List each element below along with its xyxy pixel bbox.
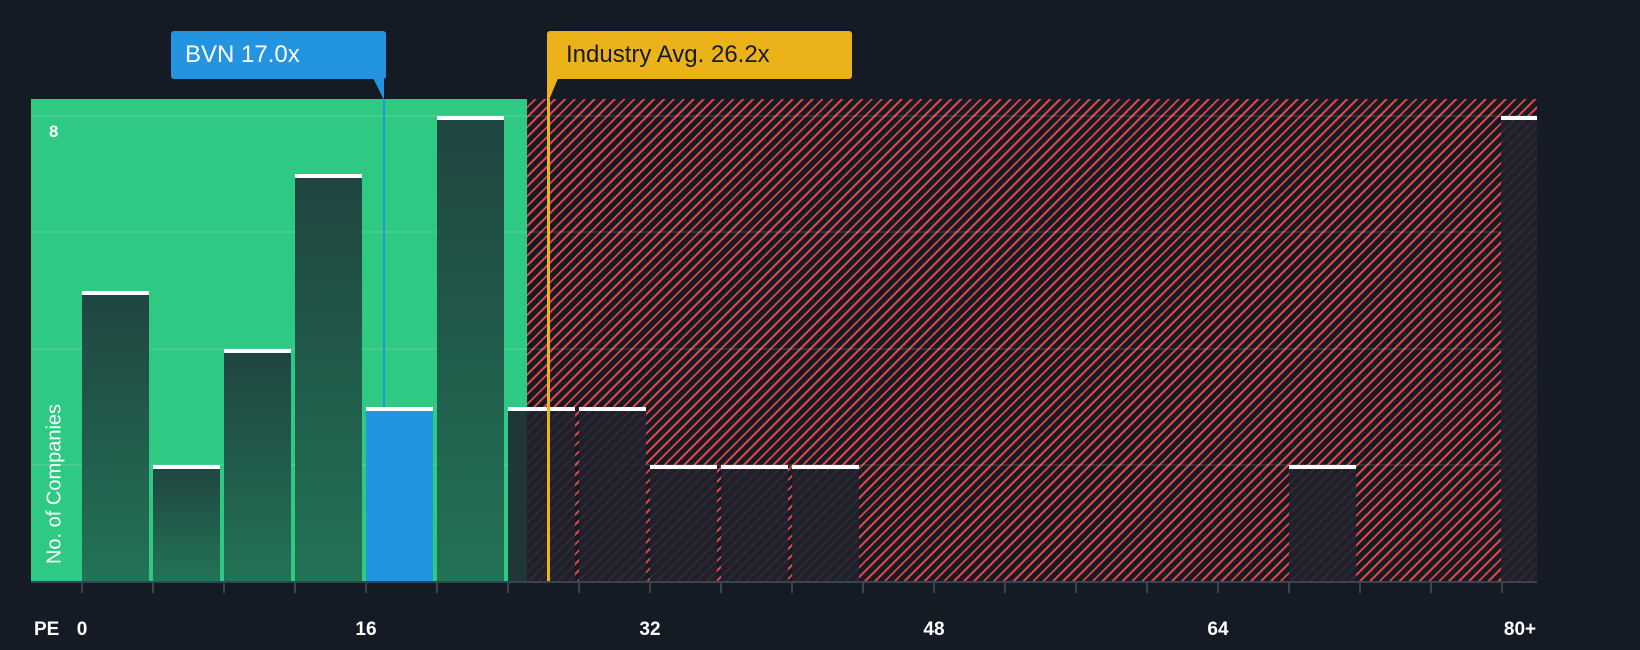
x-tick-label-80plus: 80+ — [1503, 619, 1537, 640]
gridline-8 — [31, 115, 1537, 118]
x-tick — [933, 583, 935, 593]
x-tick-label-0: 0 — [76, 619, 88, 640]
bar-cap — [792, 464, 859, 469]
bar-cap — [508, 406, 575, 411]
bar-bin-0 — [82, 290, 149, 581]
bar-bin-10 — [792, 464, 859, 581]
bar-cap — [224, 348, 291, 353]
bar-bin-7 — [579, 406, 646, 581]
x-tick — [436, 583, 438, 593]
x-tick-label-48: 48 — [923, 619, 945, 640]
bar-bin-9 — [721, 464, 788, 581]
industry-avg-callout: Industry Avg. 26.2x — [547, 31, 852, 79]
bar-bin-1 — [153, 464, 220, 581]
y-axis-title: No. of Companies — [43, 403, 66, 565]
x-tick — [649, 583, 651, 593]
x-axis-line — [31, 581, 1537, 583]
y-tick-label-8: 8 — [49, 122, 59, 141]
x-tick — [152, 583, 154, 593]
x-tick — [1501, 583, 1503, 593]
gridline-2 — [31, 463, 1537, 466]
x-tick — [862, 583, 864, 593]
x-tick — [720, 583, 722, 593]
company-callout-pointer — [372, 76, 384, 100]
x-tick — [223, 583, 225, 593]
x-tick — [81, 583, 83, 593]
company-marker-line — [382, 99, 385, 407]
x-tick — [1288, 583, 1290, 593]
bar-cap — [82, 290, 149, 295]
x-axis-title: PE — [34, 619, 60, 640]
x-tick — [1146, 583, 1148, 593]
bar-cap — [1501, 116, 1537, 121]
x-tick — [294, 583, 296, 593]
x-tick — [791, 583, 793, 593]
bar-cap — [1289, 464, 1356, 469]
x-tick — [1075, 583, 1077, 593]
bar-cap — [437, 116, 504, 121]
industry-marker-line — [547, 99, 550, 581]
bar-bin-3 — [295, 174, 362, 581]
industry-callout-pointer — [547, 76, 559, 100]
x-tick — [365, 583, 367, 593]
x-tick — [1004, 583, 1006, 593]
company-pe-callout: BVN 17.0x — [171, 31, 386, 79]
x-tick — [578, 583, 580, 593]
gridline-4 — [31, 347, 1537, 350]
x-tick-label-16: 16 — [355, 619, 377, 640]
bar-bin-6 — [508, 406, 575, 581]
bar-cap — [153, 464, 220, 469]
x-tick-label-64: 64 — [1207, 619, 1229, 640]
bar-bin-12 — [1501, 116, 1537, 581]
bar-cap — [721, 464, 788, 469]
bar-cap — [650, 464, 717, 469]
plot-area — [31, 99, 1537, 581]
bar-company-bin — [366, 406, 433, 581]
x-tick — [1359, 583, 1361, 593]
bar-bin-8 — [650, 464, 717, 581]
x-tick — [1217, 583, 1219, 593]
bar-cap — [366, 406, 433, 411]
gridline-6 — [31, 231, 1537, 234]
bar-bin-2 — [224, 348, 291, 581]
bar-cap — [295, 174, 362, 179]
bar-bin-5 — [437, 116, 504, 581]
x-tick — [507, 583, 509, 593]
above-industry-zone — [527, 99, 1537, 581]
x-tick — [1430, 583, 1432, 593]
x-tick-label-32: 32 — [639, 619, 661, 640]
bar-cap — [579, 406, 646, 411]
bar-bin-11 — [1289, 464, 1356, 581]
